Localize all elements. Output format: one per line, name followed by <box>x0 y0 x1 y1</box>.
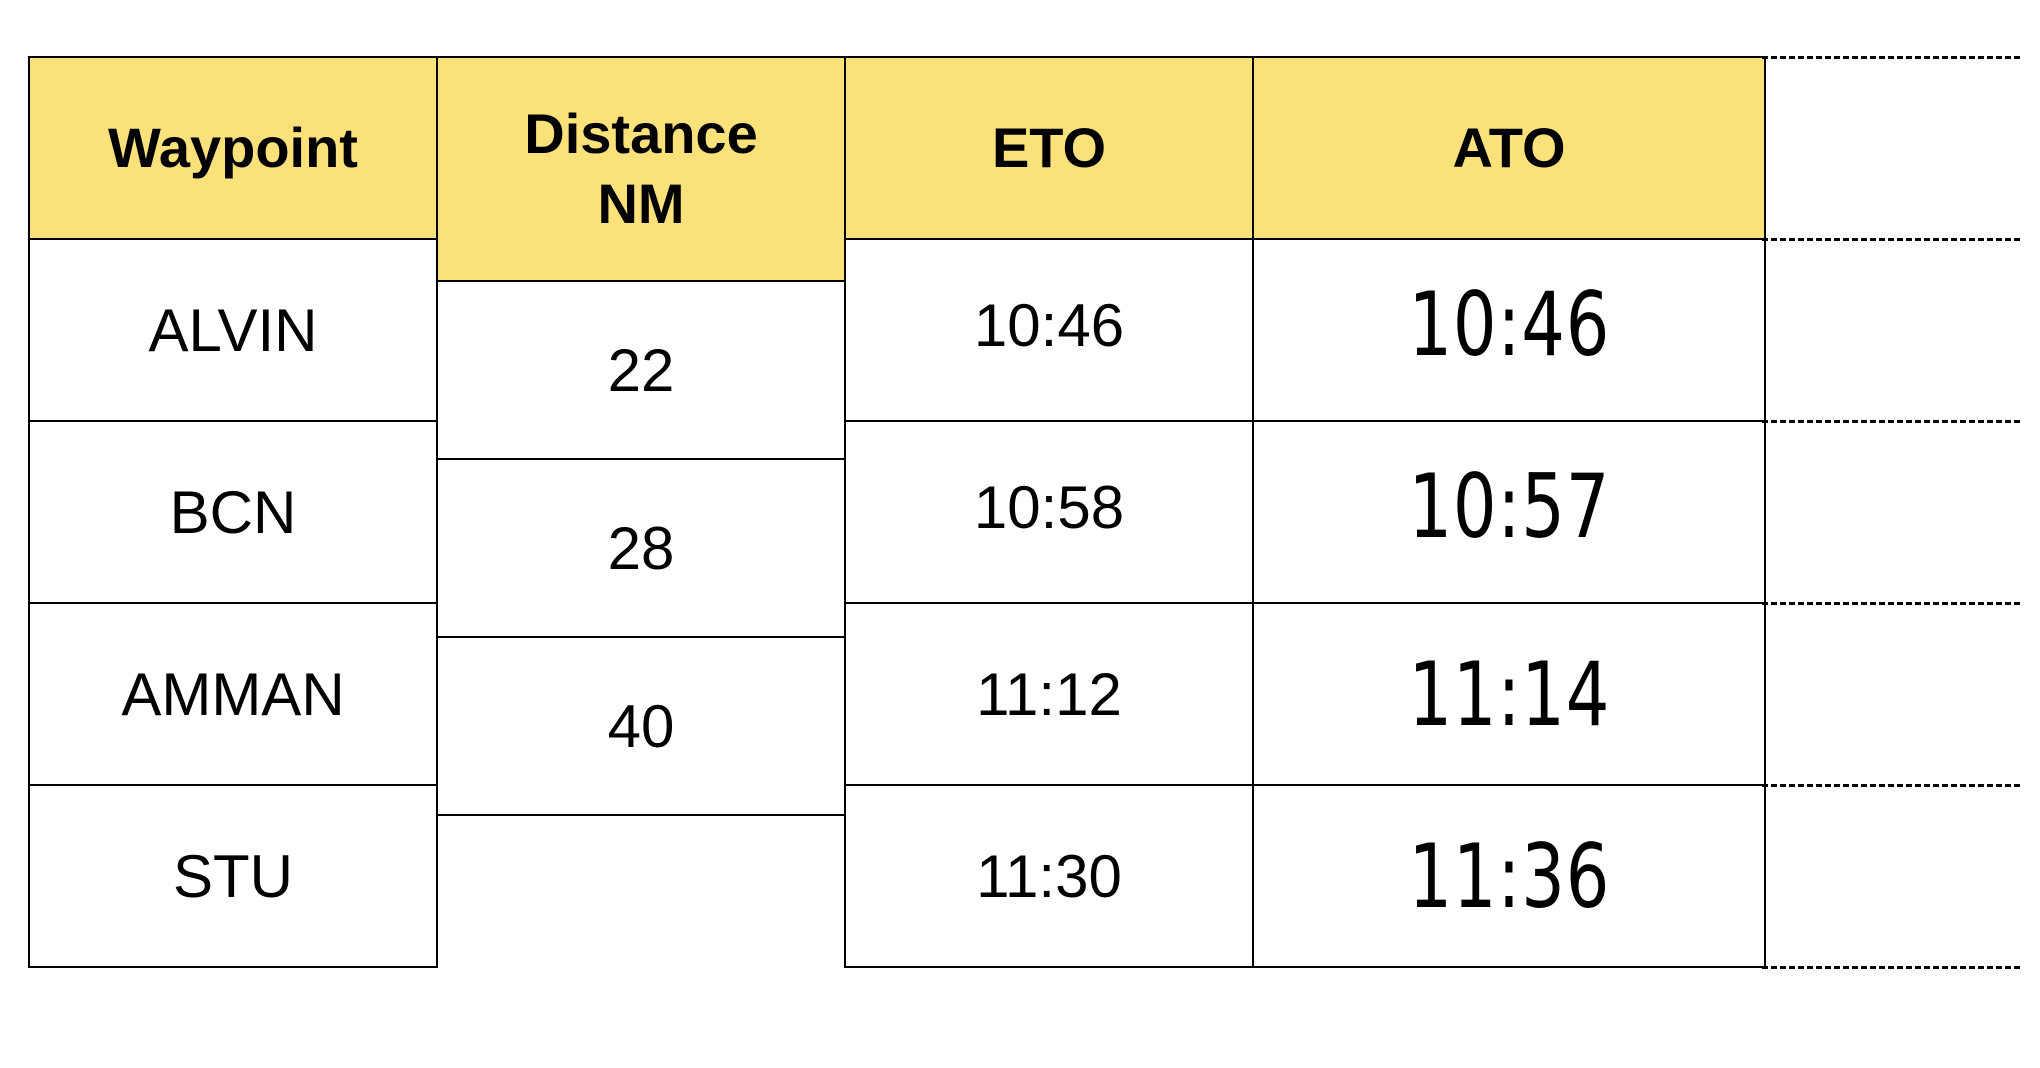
header-eto: ETO <box>844 56 1254 240</box>
dashed-guide-line <box>1762 420 2020 423</box>
dashed-guide-line <box>1762 56 2020 59</box>
waypoint-name: BCN <box>169 478 297 546</box>
header-distance: Distance NM <box>436 56 846 282</box>
distance-value: 40 <box>607 692 675 760</box>
distance-cell: 40 <box>436 636 846 816</box>
ato-handwritten-value: 11:14 <box>1408 642 1610 746</box>
header-waypoint: Waypoint <box>28 56 438 240</box>
ato-cell: 10:57 <box>1252 420 1766 604</box>
distance-cell: 28 <box>436 458 846 638</box>
eto-value: 10:46 <box>973 291 1125 359</box>
header-waypoint-label: Waypoint <box>108 116 358 179</box>
dashed-guide-line <box>1762 238 2020 241</box>
ato-cell: 11:36 <box>1252 784 1766 968</box>
ato-handwritten-value: 10:57 <box>1408 454 1610 558</box>
waypoint-cell: ALVIN <box>28 238 438 422</box>
eto-value: 10:58 <box>973 473 1125 541</box>
dashed-guide-line <box>1762 784 2020 787</box>
eto-cell: 11:12 <box>844 602 1254 786</box>
header-distance-unit: NM <box>597 172 685 235</box>
eto-cell: 10:58 <box>844 420 1254 604</box>
distance-value: 28 <box>607 514 675 582</box>
header-ato-label: ATO <box>1452 116 1566 179</box>
waypoint-name: AMMAN <box>121 660 345 728</box>
header-ato: ATO <box>1252 56 1766 240</box>
waypoint-name: ALVIN <box>148 296 318 364</box>
ato-handwritten-value: 10:46 <box>1408 272 1610 376</box>
eto-value: 11:12 <box>976 660 1122 728</box>
header-eto-label: ETO <box>991 116 1107 179</box>
ato-cell: 10:46 <box>1252 238 1766 422</box>
header-distance-label: Distance <box>524 102 758 165</box>
waypoint-cell: AMMAN <box>28 602 438 786</box>
dashed-guide-line <box>1762 966 2020 969</box>
ato-handwritten-value: 11:36 <box>1408 824 1610 928</box>
distance-cell: 22 <box>436 280 846 460</box>
eto-value: 11:30 <box>976 842 1122 910</box>
waypoint-name: STU <box>173 842 293 910</box>
dashed-guide-line <box>1762 602 2020 605</box>
distance-value: 22 <box>607 336 675 404</box>
waypoint-cell: STU <box>28 784 438 968</box>
ato-cell: 11:14 <box>1252 602 1766 786</box>
waypoint-cell: BCN <box>28 420 438 604</box>
eto-cell: 10:46 <box>844 238 1254 422</box>
eto-cell: 11:30 <box>844 784 1254 968</box>
